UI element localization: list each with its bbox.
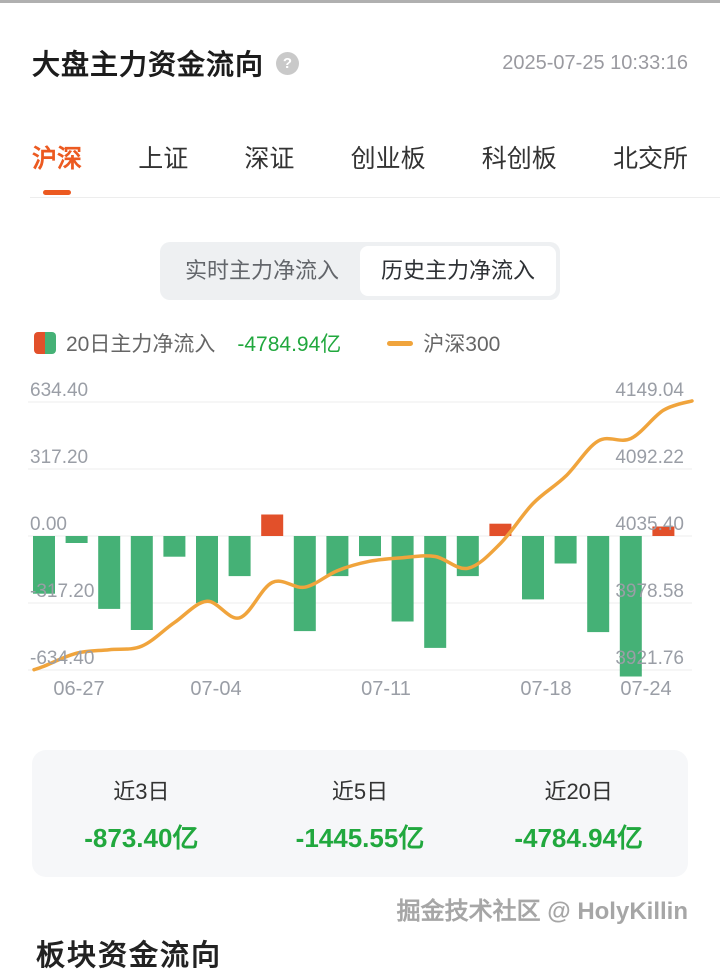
active-tab-underline xyxy=(43,190,71,195)
flow-bar[interactable] xyxy=(98,536,121,609)
summary-value: -4784.94亿 xyxy=(514,823,643,853)
flow-bar[interactable] xyxy=(33,536,55,594)
status-bar-remnant xyxy=(0,0,720,3)
flow-chart[interactable]: 634.40 317.20 0.00 -317.20 -634.40 4149.04 409… xyxy=(0,368,720,702)
flow-bar[interactable] xyxy=(196,536,218,603)
flow-bar[interactable] xyxy=(326,536,349,577)
right-axis-tick-label: 4092.22 xyxy=(615,447,684,468)
green-half xyxy=(45,332,56,354)
left-axis-tick-label: 317.20 xyxy=(30,447,88,468)
flow-bar[interactable] xyxy=(619,536,642,677)
summary-item: 近5日 -1445.55亿 xyxy=(251,774,470,855)
tab-label: 科创板 xyxy=(481,145,557,173)
line-legend-label: 沪深300 xyxy=(423,333,501,356)
flow-bar[interactable] xyxy=(522,536,544,600)
x-axis-tick-label: 07-18 xyxy=(520,678,571,700)
tab-北交所[interactable]: 北交所 xyxy=(613,139,688,197)
x-axis-tick-label: 06-27 xyxy=(53,678,104,700)
tab-科创板[interactable]: 科创板 xyxy=(482,139,557,197)
right-axis-tick-label: 3921.76 xyxy=(615,648,684,669)
summary-value: -1445.55亿 xyxy=(295,823,425,853)
flow-bar[interactable] xyxy=(456,536,479,577)
summary-label: 近5日 xyxy=(331,779,389,804)
tab-label: 深证 xyxy=(244,145,295,173)
flow-bar[interactable] xyxy=(489,523,512,536)
header: 大盘主力资金流向 ? 2025-07-25 10:33:16 xyxy=(0,3,720,83)
flow-bar[interactable] xyxy=(228,536,251,577)
tab-label: 创业板 xyxy=(350,145,426,173)
mode-toggle: 实时主力净流入 历史主力净流入 xyxy=(160,242,560,300)
left-axis-tick-label: -317.20 xyxy=(30,581,94,602)
tab-label: 北交所 xyxy=(612,145,688,173)
summary-item: 近3日 -873.40亿 xyxy=(32,774,251,855)
tab-上证[interactable]: 上证 xyxy=(138,139,188,197)
x-axis-tick-label: 07-11 xyxy=(361,678,411,700)
right-axis-tick-label: 4149.04 xyxy=(615,380,684,401)
bar-legend-label: 20日主力净流入 xyxy=(66,333,216,356)
chart-legend: 20日主力净流入 -4784.94亿 沪深300 xyxy=(0,300,720,358)
watermark: 掘金技术社区 @ HolyKillin xyxy=(396,898,688,925)
tab-沪深[interactable]: 沪深 xyxy=(32,139,82,197)
bar-legend-value: -4784.94亿 xyxy=(237,333,342,356)
left-axis-tick-label: 0.00 xyxy=(30,514,67,535)
page-title: 大盘主力资金流向 xyxy=(32,49,265,80)
line-legend-icon xyxy=(387,340,414,346)
flow-bar[interactable] xyxy=(293,536,316,632)
tab-label: 沪深 xyxy=(32,145,83,173)
left-axis-tick-label: 634.40 xyxy=(30,380,88,401)
flow-bar[interactable] xyxy=(163,536,186,557)
summary-value: -873.40亿 xyxy=(84,823,199,853)
flow-bar[interactable] xyxy=(554,536,577,564)
toggle-option[interactable]: 历史主力净流入 xyxy=(360,246,556,296)
summary-item: 近20日 -4784.94亿 xyxy=(469,774,688,855)
flow-bar[interactable] xyxy=(424,536,447,648)
x-axis-tick-label: 07-04 xyxy=(190,678,241,700)
x-axis-tick-label: 07-24 xyxy=(620,678,671,700)
index-line xyxy=(32,399,694,672)
tab-bar: 沪深 上证 深证 创业板 科创板 北交所 xyxy=(0,83,720,197)
flow-bar[interactable] xyxy=(130,536,153,630)
timestamp: 2025-07-25 10:33:16 xyxy=(502,51,688,74)
bar-legend-icon xyxy=(34,332,56,354)
summary-label: 近3日 xyxy=(113,779,170,804)
flow-bar[interactable] xyxy=(261,514,284,537)
flow-bar[interactable] xyxy=(652,526,675,537)
flow-bar[interactable] xyxy=(587,536,610,633)
help-icon[interactable]: ? xyxy=(276,51,300,75)
flow-bar[interactable] xyxy=(391,536,414,622)
tab-创业板[interactable]: 创业板 xyxy=(351,139,426,197)
right-axis-tick-label: 3978.58 xyxy=(615,581,684,602)
next-section-title: 板块资金流向 xyxy=(36,940,223,972)
toggle-option[interactable]: 实时主力净流入 xyxy=(184,258,339,283)
flow-bar[interactable] xyxy=(65,536,88,543)
summary-label: 近20日 xyxy=(544,779,613,804)
tab-label: 上证 xyxy=(138,145,189,173)
tab-深证[interactable]: 深证 xyxy=(244,139,294,197)
flow-bar[interactable] xyxy=(359,536,381,557)
right-axis-tick-label: 4035.40 xyxy=(615,514,684,535)
red-half xyxy=(34,332,45,354)
summary-panel: 近3日 -873.40亿 近5日 -1445.55亿 近20日 -4784.94亿 xyxy=(32,750,688,877)
left-axis-tick-label: -634.40 xyxy=(30,648,94,669)
toggle-wrap: 实时主力净流入 历史主力净流入 xyxy=(0,242,720,300)
tab-divider xyxy=(30,197,720,198)
